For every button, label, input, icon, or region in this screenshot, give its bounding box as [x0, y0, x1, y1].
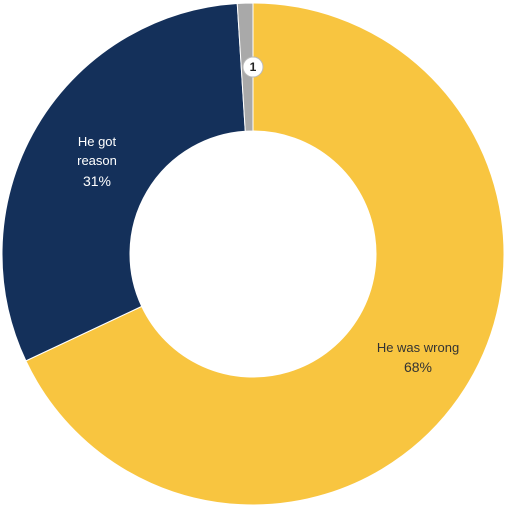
slice-he-got-reason — [1, 2, 246, 362]
small-slice-marker-text: 1 — [250, 60, 257, 74]
slice-label-he-was-wrong: He was wrong — [377, 340, 459, 355]
slice-label-he-got-line1: He got — [78, 134, 117, 149]
small-slice-marker — [242, 56, 264, 78]
slice-value-he-got-reason: 31% — [83, 173, 111, 189]
slice-label-he-got-line2: reason — [77, 153, 117, 168]
slice-he-was-wrong — [25, 2, 505, 506]
slice-value-he-was-wrong: 68% — [404, 359, 432, 375]
